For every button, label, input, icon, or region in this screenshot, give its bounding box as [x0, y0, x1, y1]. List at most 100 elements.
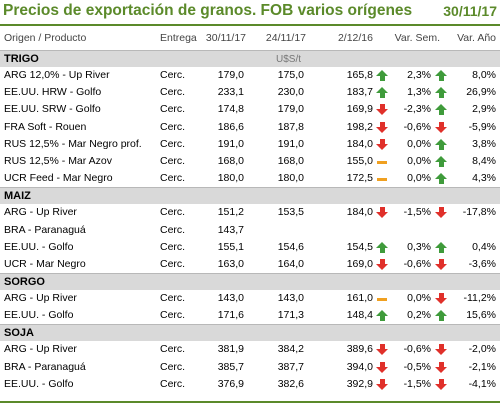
cell-entrega: Cerc. [160, 206, 186, 219]
sem-trend-down-arrow-icon [435, 293, 447, 305]
cell-price-2: 175,0 [277, 69, 304, 81]
up-arrow-stem-icon [438, 315, 444, 322]
cell-var-sem: 0,0% [407, 137, 431, 150]
cell-entrega: Cerc. [160, 137, 186, 150]
cell-price-2: 384,2 [277, 343, 304, 356]
table-row: RUS 12,5% - Mar Azov Cerc. 168,0 168,0 155,0… [0, 153, 500, 170]
cell-producto: EE.UU. - Golfo [4, 377, 74, 390]
cell-price-2: 154,6 [277, 240, 304, 253]
down-arrow-head-icon [435, 298, 447, 305]
down-arrow-head-icon [376, 143, 388, 150]
price-trend-down-arrow-icon [376, 138, 388, 151]
cell-price-3: 172,5 [346, 172, 373, 185]
cell-var-sem: 2,3% [407, 69, 431, 81]
cell-entrega: Cerc. [160, 154, 186, 167]
cell-var-anio: -4,1% [468, 377, 496, 390]
down-arrow-stem-icon [379, 344, 385, 351]
down-arrow-head-icon [435, 212, 447, 219]
cell-price-2: 153,5 [277, 206, 304, 219]
cell-price-1: 171,6 [217, 309, 244, 322]
price-trend-up-arrow-icon [376, 87, 388, 99]
cell-price-1: 168,0 [217, 154, 244, 167]
cell-price-3: 394,0 [346, 360, 373, 373]
cell-price-1: 376,9 [217, 377, 244, 390]
table-row: EE.UU. - Golfo Cerc. 171,6 171,3 148,4 0,2% 15… [0, 307, 500, 324]
cell-var-sem: -2,3% [403, 103, 431, 116]
cell-producto: ARG 12,0% - Up River [4, 69, 110, 81]
down-arrow-head-icon [435, 263, 447, 270]
up-arrow-head-icon [435, 138, 447, 145]
up-arrow-stem-icon [438, 92, 444, 99]
table-row: FRA Soft - Rouen Cerc. 186,6 187,8 198,2 -0,6… [0, 119, 500, 136]
price-trend-down-arrow-icon [376, 121, 388, 134]
sem-trend-down-arrow-icon [435, 378, 447, 391]
up-arrow-head-icon [376, 87, 388, 94]
cell-price-3: 389,6 [346, 343, 373, 356]
cell-price-1: 191,0 [217, 137, 244, 150]
price-trend-down-arrow-icon [376, 344, 388, 356]
section-header: SOJA [0, 324, 500, 342]
cell-producto: ARG - Up River [4, 343, 77, 356]
up-arrow-head-icon [435, 70, 447, 76]
sem-trend-up-arrow-icon [435, 155, 447, 168]
price-trend-up-arrow-icon [376, 70, 388, 82]
cell-producto: BRA - Paranaguá [4, 360, 86, 373]
section-unit: U$S/t [276, 54, 302, 65]
flat-dash-icon [377, 298, 387, 302]
down-arrow-stem-icon [438, 258, 444, 265]
up-arrow-stem-icon [438, 178, 444, 185]
up-arrow-head-icon [435, 241, 447, 248]
cell-entrega: Cerc. [160, 240, 186, 253]
up-arrow-head-icon [376, 310, 388, 317]
cell-entrega: Cerc. [160, 257, 186, 270]
cell-var-anio: 0,4% [472, 240, 496, 253]
up-arrow-stem-icon [438, 109, 444, 116]
cell-var-sem: 0,3% [407, 240, 431, 253]
cell-var-anio: -2,0% [468, 343, 496, 356]
down-arrow-stem-icon [379, 361, 385, 368]
cell-var-sem: 0,0% [407, 292, 431, 305]
cell-var-sem: 1,3% [407, 86, 431, 99]
cell-price-2: 230,0 [277, 86, 304, 99]
cell-price-3: 184,0 [346, 206, 373, 219]
price-trend-flat-dash-icon [376, 173, 388, 185]
cell-price-2: 168,0 [277, 154, 304, 167]
cell-entrega: Cerc. [160, 172, 186, 185]
cell-entrega: Cerc. [160, 377, 186, 390]
cell-price-1: 155,1 [217, 240, 244, 253]
cell-entrega: Cerc. [160, 309, 186, 322]
section-name: SOJA [4, 327, 34, 340]
cell-producto: EE.UU. - Golfo [4, 240, 74, 253]
cell-var-sem: -0,6% [403, 343, 431, 356]
down-arrow-head-icon [376, 263, 388, 270]
cell-var-anio: -2,1% [468, 360, 496, 373]
cell-producto: EE.UU. - Golfo [4, 309, 74, 322]
cell-price-1: 381,9 [217, 343, 244, 356]
price-trend-down-arrow-icon [376, 104, 388, 116]
section-name: SORGO [4, 276, 45, 289]
cell-var-anio: -5,9% [468, 120, 496, 133]
cell-entrega: Cerc. [160, 120, 186, 133]
down-arrow-head-icon [435, 383, 447, 390]
bottom-rule [0, 401, 500, 403]
cell-price-1: 143,0 [217, 292, 244, 305]
cell-price-1: 174,8 [217, 103, 244, 116]
cell-price-1: 179,0 [217, 69, 244, 81]
down-arrow-stem-icon [379, 258, 385, 265]
cell-var-anio: 2,9% [472, 103, 496, 116]
sem-trend-up-arrow-icon [435, 87, 447, 99]
header-date-1: 30/11/17 [205, 32, 246, 44]
cell-var-sem: -1,5% [403, 206, 431, 219]
down-arrow-stem-icon [438, 344, 444, 351]
cell-producto: EE.UU. HRW - Golfo [4, 86, 102, 99]
table-row: BRA - Paranaguá Cerc. 143,7 [0, 222, 500, 239]
table-row: EE.UU. - Golfo Cerc. 376,9 382,6 392,9 -1,5% -… [0, 376, 500, 393]
cell-price-3: 161,0 [346, 292, 373, 305]
cell-price-3: 198,2 [346, 120, 373, 133]
title-rule [0, 24, 500, 26]
cell-var-sem: -0,6% [403, 120, 431, 133]
cell-var-anio: 3,8% [472, 137, 496, 150]
sem-trend-up-arrow-icon [435, 70, 447, 82]
cell-price-2: 187,8 [277, 120, 304, 133]
cell-var-anio: 15,6% [466, 309, 496, 322]
